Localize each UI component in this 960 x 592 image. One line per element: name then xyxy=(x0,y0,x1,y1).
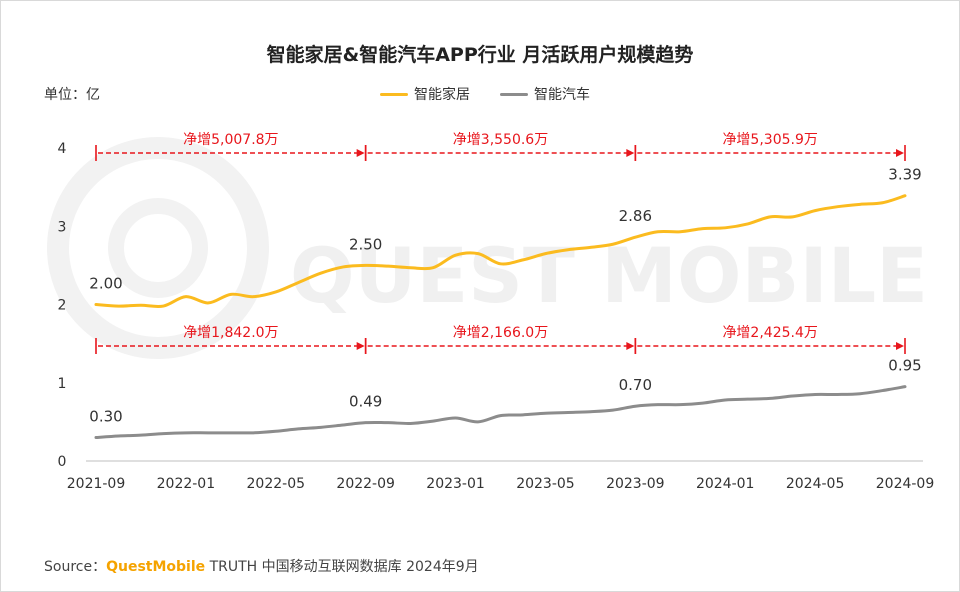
data-label-smart-car: 0.30 xyxy=(89,408,122,426)
legend-item-smart-home: 智能家居 xyxy=(380,84,470,104)
data-label-smart-home: 2.86 xyxy=(619,207,652,225)
growth-label: 净增1,842.0万 xyxy=(183,325,278,341)
data-label-smart-home: 3.39 xyxy=(888,166,921,184)
annotation-arrowhead xyxy=(896,342,904,350)
series-line-smart-car xyxy=(94,385,907,440)
growth-annotation: 净增3,550.6万 xyxy=(364,132,637,161)
y-tick-label: 3 xyxy=(58,219,67,235)
source-rest: TRUTH 中国移动互联网数据库 2024年9月 xyxy=(205,559,479,575)
source-brand: QuestMobile xyxy=(106,559,206,575)
growth-annotations: 净增5,007.8万 净增3,550.6万 净增5,305.9万净增1,842.0万… xyxy=(95,132,906,354)
data-label-smart-car: 0.49 xyxy=(349,393,382,411)
source-prefix: Source： xyxy=(44,559,107,575)
series-lines xyxy=(94,194,907,440)
data-label-smart-home: 2.00 xyxy=(89,275,122,293)
growth-label: 净增5,007.8万 xyxy=(183,132,278,148)
chart-title: 智能家居&智能汽车APP行业 月活跃用户规模趋势 xyxy=(266,44,694,66)
legend-label-smart-home: 智能家居 xyxy=(414,87,470,103)
x-tick-label: 2022-05 xyxy=(247,476,306,492)
y-tick-label: 0 xyxy=(58,454,67,470)
legend: 智能家居 智能汽车 xyxy=(380,84,590,104)
watermark: QUEST MOBILE xyxy=(47,137,928,359)
legend-label-smart-car: 智能汽车 xyxy=(534,87,590,103)
x-tick-label: 2022-09 xyxy=(336,476,395,492)
data-label-smart-home: 2.50 xyxy=(349,235,382,253)
watermark-logo-core xyxy=(108,198,208,298)
legend-swatch-smart-home xyxy=(380,92,408,96)
legend-item-smart-car: 智能汽车 xyxy=(500,84,590,104)
annotation-arrowhead xyxy=(356,149,365,157)
legend-swatch-smart-car xyxy=(500,92,528,96)
series-line-smart-home xyxy=(94,194,907,309)
y-tick-label: 2 xyxy=(58,298,67,314)
x-tick-label: 2021-09 xyxy=(67,476,126,492)
growth-annotation: 净增2,166.0万 xyxy=(364,325,637,354)
x-tick-label: 2024-01 xyxy=(696,476,755,492)
growth-annotation: 净增5,305.9万 xyxy=(634,132,906,161)
watermark-logo-ring xyxy=(47,137,269,359)
data-label-smart-car: 0.70 xyxy=(619,376,652,394)
x-tick-label: 2023-09 xyxy=(606,476,665,492)
growth-annotation: 净增2,425.4万 xyxy=(634,325,906,354)
axes: 0 1 2 3 4 2021-09 2022-01 2022-05 2022-09 2023-01… xyxy=(58,141,935,492)
data-label-smart-car: 0.95 xyxy=(888,357,921,375)
annotation-arrowhead xyxy=(896,149,904,157)
x-tick-label: 2023-05 xyxy=(516,476,575,492)
growth-label: 净增2,166.0万 xyxy=(453,325,548,341)
x-tick-label: 2024-09 xyxy=(876,476,935,492)
y-tick-label: 4 xyxy=(58,141,67,157)
x-tick-label: 2023-01 xyxy=(426,476,485,492)
x-tick-label: 2024-05 xyxy=(786,476,845,492)
y-tick-label: 1 xyxy=(58,376,67,392)
annotation-arrowhead xyxy=(626,342,635,350)
growth-label: 净增5,305.9万 xyxy=(722,132,817,148)
growth-label: 净增2,425.4万 xyxy=(722,325,817,341)
x-tick-label: 2022-01 xyxy=(157,476,216,492)
data-labels: 2.00 2.50 2.86 3.39 0.30 0.49 0.70 0.95 xyxy=(89,166,921,426)
source-note: Source：QuestMobile TRUTH 中国移动互联网数据库 2024… xyxy=(44,556,479,576)
annotation-arrowhead xyxy=(356,342,365,350)
unit-label: 单位：亿 xyxy=(44,87,100,103)
growth-label: 净增3,550.6万 xyxy=(453,132,548,148)
annotation-arrowhead xyxy=(626,149,635,157)
